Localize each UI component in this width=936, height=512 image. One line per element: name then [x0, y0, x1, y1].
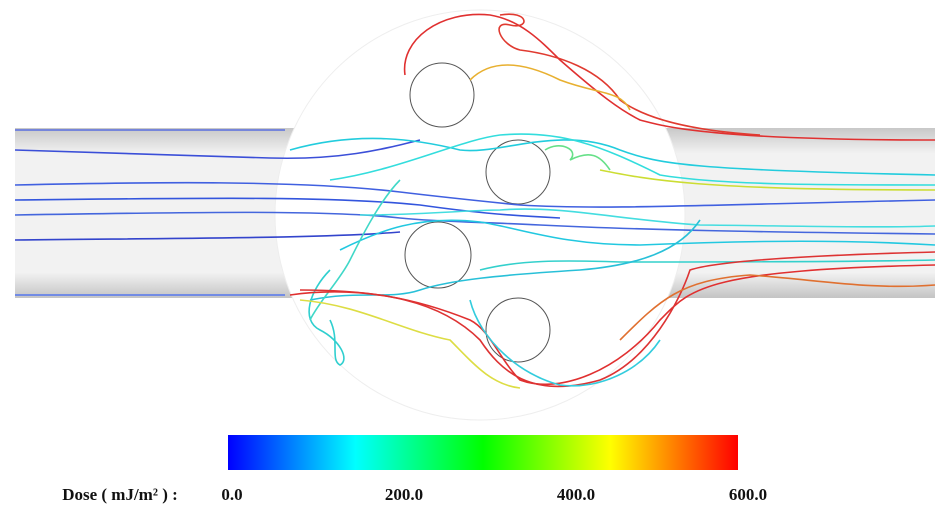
colorbar: [228, 435, 738, 470]
colorbar-label: Dose ( mJ/m² ) :: [62, 485, 178, 504]
lamp: [486, 140, 550, 204]
lamp: [410, 63, 474, 127]
geometry: [15, 10, 935, 420]
tick-label: 400.0: [557, 485, 595, 504]
tick-label: 0.0: [221, 485, 242, 504]
tick-label: 600.0: [729, 485, 767, 504]
lamp: [486, 298, 550, 362]
tick-label: 200.0: [385, 485, 423, 504]
lamp: [405, 222, 471, 288]
figure: Dose ( mJ/m² ) : 0.0 200.0 400.0 600.0: [0, 0, 936, 512]
